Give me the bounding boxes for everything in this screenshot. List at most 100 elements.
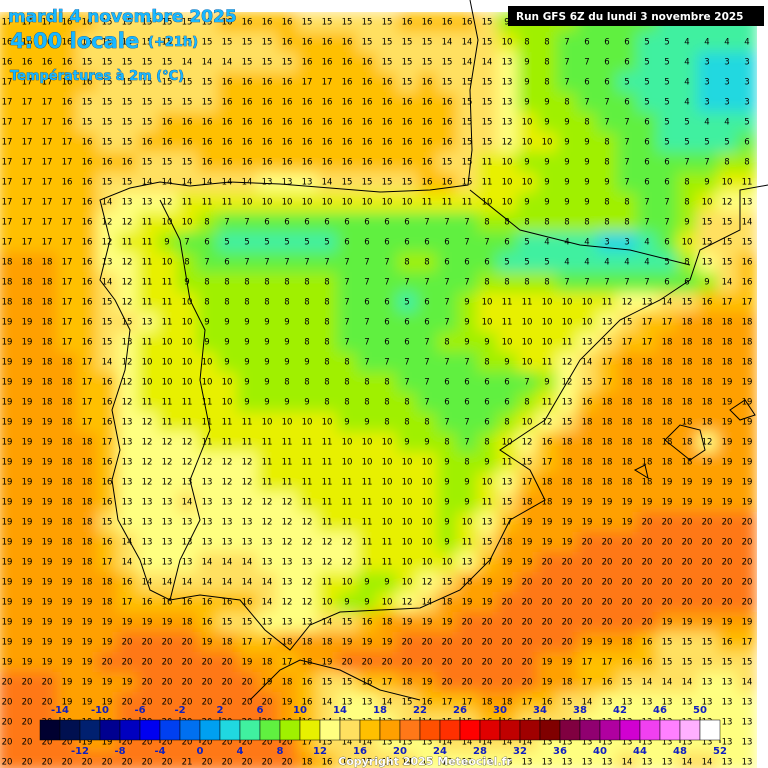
temp-cell: [117, 272, 137, 292]
temp-cell: [457, 372, 477, 392]
temp-value: 16: [342, 58, 353, 68]
legend-swatch: [39, 719, 61, 741]
temp-cell: [297, 592, 317, 612]
temp-cell: [77, 252, 97, 272]
temp-cell: [77, 212, 97, 232]
temp-value: 19: [102, 678, 113, 688]
temp-cell: [157, 412, 177, 432]
temp-cell: [577, 192, 597, 212]
temp-cell: [277, 152, 297, 172]
temp-value: 20: [542, 578, 553, 588]
temp-cell: [597, 312, 617, 332]
temp-value: 9: [204, 338, 209, 348]
temp-value: 16: [222, 78, 233, 88]
temp-cell: [297, 572, 317, 592]
temp-cell: [417, 232, 437, 252]
temp-cell: [357, 352, 377, 372]
temp-cell: [0, 572, 17, 592]
temp-value: 20: [162, 678, 173, 688]
temp-value: 19: [242, 658, 253, 668]
temp-cell: [577, 572, 597, 592]
temp-value: 9: [184, 278, 189, 288]
temp-value: 19: [522, 518, 533, 528]
temp-value: 20: [62, 758, 73, 768]
temp-value: 6: [384, 298, 389, 308]
temp-cell: [477, 412, 497, 432]
temp-value: 11: [282, 438, 293, 448]
temp-value: 15: [602, 338, 613, 348]
temp-value: 9: [284, 338, 289, 348]
temp-cell: [657, 292, 677, 312]
temp-value: 10: [242, 198, 253, 208]
temp-cell: [597, 452, 617, 472]
temp-value: 9: [284, 398, 289, 408]
temp-value: 3: [744, 58, 749, 68]
temp-value: 12: [122, 218, 133, 228]
temp-value: 13: [302, 558, 313, 568]
temp-cell: [17, 272, 37, 292]
temp-value: 20: [122, 638, 133, 648]
temp-value: 20: [442, 638, 453, 648]
temp-cell: [137, 212, 157, 232]
temp-value: 10: [522, 338, 533, 348]
temp-cell: [17, 552, 37, 572]
temp-cell: [437, 492, 457, 512]
temp-cell: [217, 432, 237, 452]
temp-value: 18: [702, 318, 713, 328]
temp-value: 16: [422, 138, 433, 148]
temp-value: 18: [602, 438, 613, 448]
temp-value: 8: [684, 198, 689, 208]
temp-value: 16: [302, 58, 313, 68]
legend-swatch: [639, 719, 661, 741]
temp-value: 10: [342, 578, 353, 588]
temp-value: 11: [202, 398, 213, 408]
temp-value: 19: [662, 478, 673, 488]
temp-value: 18: [82, 458, 93, 468]
temp-value: 19: [322, 658, 333, 668]
temp-value: 17: [22, 98, 33, 108]
temp-cell: [177, 132, 197, 152]
temp-value: 18: [42, 298, 53, 308]
temp-cell: [357, 252, 377, 272]
temp-value: 9: [584, 138, 589, 148]
temp-value: 7: [444, 418, 449, 428]
temp-value: 17: [22, 178, 33, 188]
temp-value: 9: [484, 338, 489, 348]
temp-cell: [377, 392, 397, 412]
temp-cell: [357, 452, 377, 472]
temp-value: 15: [682, 638, 693, 648]
temp-value: 18: [42, 278, 53, 288]
temp-cell: [57, 492, 77, 512]
temp-cell: [297, 32, 317, 52]
temp-cell: [57, 572, 77, 592]
temp-value: 16: [102, 158, 113, 168]
temp-cell: [477, 72, 497, 92]
temp-cell: [517, 372, 537, 392]
temp-value: 18: [502, 538, 513, 548]
temp-cell: [117, 472, 137, 492]
temp-cell: [737, 132, 757, 152]
temp-cell: [437, 512, 457, 532]
temp-cell: [297, 232, 317, 252]
temp-cell: [297, 412, 317, 432]
temp-value: 14: [262, 598, 273, 608]
temp-cell: [737, 312, 757, 332]
legend-tick-label: 30: [493, 705, 507, 716]
temp-value: 20: [722, 558, 733, 568]
temp-value: 19: [702, 498, 713, 508]
temp-value: 20: [522, 598, 533, 608]
temp-cell: [517, 472, 537, 492]
temp-value: 18: [622, 358, 633, 368]
temp-cell: [457, 352, 477, 372]
temp-value: 18: [62, 538, 73, 548]
temp-cell: [217, 452, 237, 472]
temp-cell: [537, 532, 557, 552]
temp-cell: [477, 332, 497, 352]
temp-cell: [677, 192, 697, 212]
temp-value: 19: [742, 378, 753, 388]
temp-value: 5: [644, 78, 649, 88]
temp-value: 9: [564, 158, 569, 168]
temp-cell: [317, 252, 337, 272]
temp-value: 9: [684, 218, 689, 228]
temp-cell: [177, 212, 197, 232]
